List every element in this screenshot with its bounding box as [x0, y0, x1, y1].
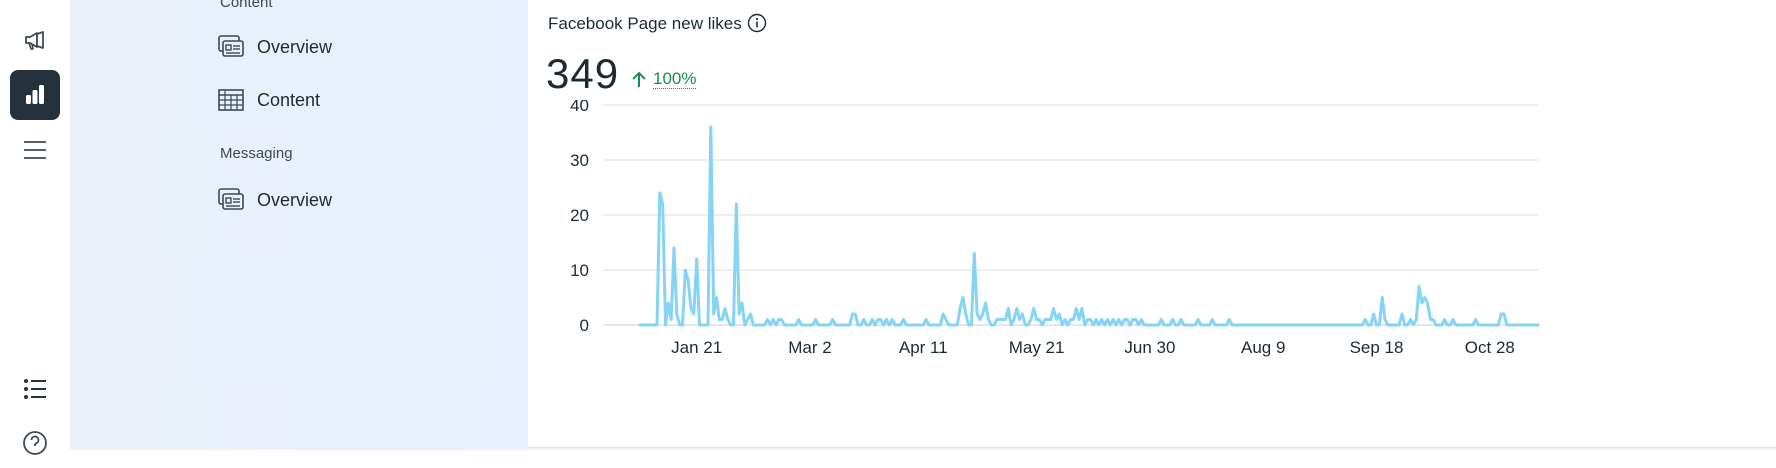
x-tick-label: May 21 [1009, 338, 1065, 357]
megaphone-icon[interactable] [10, 15, 60, 65]
nav-item-content-content[interactable]: Content [215, 80, 475, 120]
menu-icon[interactable] [10, 125, 60, 175]
arrow-up-icon [631, 70, 647, 93]
likes-line-chart: 0 10 20 30 40 Jan 21 Mar 2 Apr 11 May 21 Jun 30 A… [570, 100, 1540, 357]
y-tick-label: 30 [570, 151, 589, 170]
x-tick-label: Aug 9 [1241, 338, 1285, 357]
change-percent[interactable]: 100% [653, 69, 697, 89]
table-icon [215, 84, 247, 116]
y-tick-label: 10 [570, 261, 589, 280]
y-tick-label: 0 [580, 316, 589, 335]
list-icon[interactable] [10, 364, 60, 414]
nav-item-messaging-overview[interactable]: Overview [215, 180, 475, 220]
x-tick-label: Mar 2 [788, 338, 831, 357]
chart-card: Facebook Page new likes 349 100% 0 10 20 30… [528, 0, 1776, 448]
y-tick-label: 20 [570, 206, 589, 225]
info-icon[interactable] [747, 13, 767, 38]
x-tick-label: Apr 11 [899, 338, 948, 357]
nav-item-label: Overview [257, 189, 333, 210]
main-area: Facebook Page new likes 349 100% 0 10 20 30… [528, 0, 1776, 450]
overview-card-icon [215, 31, 247, 63]
nav-section-content: Content [220, 0, 273, 11]
x-tick-label: Jun 30 [1124, 338, 1175, 357]
nav-item-content-overview[interactable]: Overview [215, 27, 475, 67]
total-value: 349 [546, 50, 620, 97]
nav-item-label: Content [257, 89, 321, 110]
bar-chart-icon[interactable] [10, 70, 60, 120]
x-tick-label: Jan 21 [671, 338, 722, 357]
x-tick-label: Sep 18 [1350, 338, 1404, 357]
overview-card-icon [215, 184, 247, 216]
y-tick-label: 40 [570, 100, 589, 115]
nav-item-label: Overview [257, 36, 333, 57]
nav-panel: Content Overview [70, 0, 552, 450]
x-tick-label: Oct 28 [1465, 338, 1515, 357]
icon-rail [0, 0, 70, 455]
card-title: Facebook Page new likes [548, 14, 742, 33]
help-icon[interactable] [10, 418, 60, 468]
series-line-new-likes [638, 125, 1540, 327]
nav-section-messaging: Messaging [220, 145, 293, 162]
